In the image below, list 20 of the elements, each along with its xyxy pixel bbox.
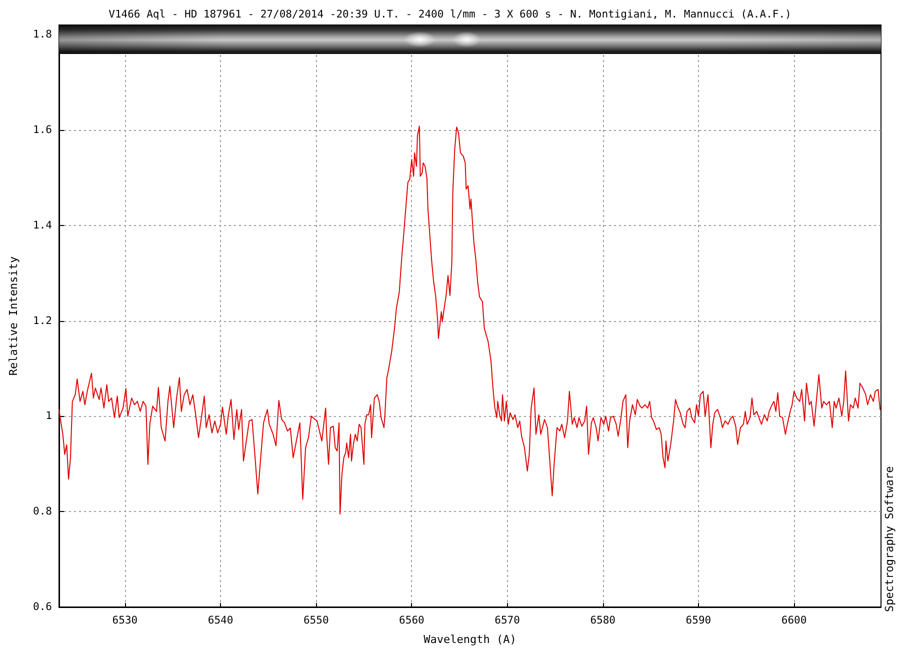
x-tick-label: 6560 [399,614,424,626]
y-tick-label: 0.8 [33,506,52,518]
x-tick-label: 6600 [781,614,807,626]
y-tick-label: 1.4 [33,219,52,232]
text: Spectrography Software [883,466,896,612]
x-axis-title: Wavelength (A) [424,633,516,646]
y-tick-label: 1.6 [33,124,52,136]
x-tick-label: 6550 [303,614,329,626]
y-tick-label: 1 [46,410,52,422]
chart-title: V1466 Aql - HD 187961 - 27/08/2014 -20:39 U.T. - 2400 l/mm - 3 X 600 s - N. Montigiani, M. Mannucci (A.A.F.) [108,8,792,20]
y-tick-label: 1.8 [33,28,52,41]
x-tick-label: 6590 [686,614,712,626]
x-tick-label: 6540 [208,614,234,626]
line-series [58,126,881,514]
y-tick-label: 1.2 [33,314,52,327]
y-tick-label: 0.6 [33,601,52,613]
x-tick-label: 6530 [112,614,138,626]
x-tick-label: 6570 [494,614,520,626]
x-tick-label: 6580 [590,614,616,626]
y-axis-title: Relative Intensity [7,256,20,376]
